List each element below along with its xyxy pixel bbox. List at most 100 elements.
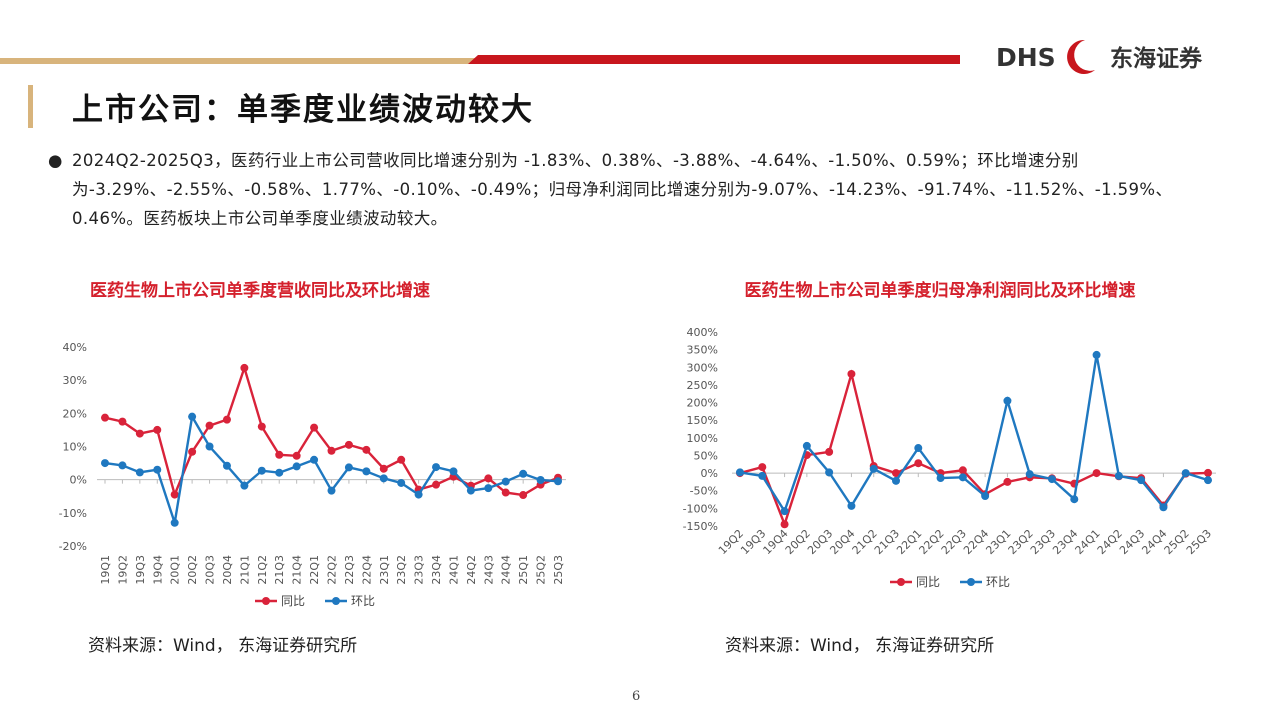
x-tick-label: 23Q3 — [413, 555, 426, 585]
x-tick-label: 25Q1 — [517, 555, 530, 585]
header-band-gold — [0, 58, 475, 64]
data-point — [1070, 495, 1079, 504]
data-point — [292, 462, 301, 471]
data-point — [1114, 471, 1123, 480]
page-number: 6 — [632, 689, 641, 704]
y-tick-label: 100% — [687, 432, 718, 445]
data-point — [958, 473, 967, 482]
logo-text: DHS — [996, 43, 1056, 72]
data-point — [914, 459, 923, 468]
data-point — [780, 520, 789, 529]
data-point — [170, 518, 179, 527]
y-tick-label: 10% — [63, 441, 87, 454]
title-bar — [28, 85, 33, 128]
data-point — [554, 477, 562, 486]
data-point — [379, 474, 388, 483]
y-tick-label: -150% — [683, 520, 718, 533]
chart-title: 医药生物上市公司单季度归母净利润同比及环比增速 — [745, 280, 1136, 301]
data-point — [758, 471, 767, 480]
y-tick-label: 400% — [687, 326, 718, 339]
data-point — [118, 417, 127, 426]
data-point — [327, 486, 336, 495]
data-point — [240, 363, 249, 372]
data-point — [536, 475, 545, 484]
x-tick-label: 19Q2 — [116, 555, 129, 585]
data-point — [501, 477, 510, 486]
data-point — [135, 429, 144, 438]
data-point — [958, 466, 967, 475]
data-point — [847, 369, 856, 378]
data-point — [449, 467, 458, 476]
data-point — [327, 446, 336, 455]
data-point — [825, 447, 834, 456]
x-tick-label: 22Q3 — [343, 555, 356, 585]
data-point — [257, 466, 266, 475]
y-tick-label: 350% — [687, 344, 718, 357]
data-point — [519, 469, 528, 478]
data-point — [310, 423, 319, 432]
data-point — [344, 463, 353, 472]
chart-source: 资料来源：Wind， 东海证券研究所 — [88, 636, 357, 656]
y-tick-label: 300% — [687, 361, 718, 374]
y-tick-label: -50% — [690, 485, 718, 498]
y-tick-label: -20% — [59, 540, 87, 553]
x-tick-label: 23Q2 — [395, 555, 408, 585]
x-tick-label: 25Q3 — [1184, 527, 1214, 557]
x-tick-label: 24Q3 — [482, 555, 495, 585]
series-line — [104, 413, 559, 524]
data-point — [188, 412, 197, 421]
y-tick-label: 150% — [687, 414, 718, 427]
chart-title: 医药生物上市公司单季度营收同比及环比增速 — [90, 280, 430, 301]
data-point — [257, 422, 266, 431]
data-point — [501, 488, 510, 497]
data-point — [466, 486, 475, 495]
data-point — [892, 476, 900, 485]
x-tick-label: 22Q1 — [308, 555, 321, 585]
x-tick-label: 23Q1 — [378, 555, 391, 585]
data-point — [825, 468, 834, 477]
data-point — [101, 459, 109, 468]
data-point — [1181, 469, 1190, 478]
legend-label: 同比 — [281, 594, 305, 608]
x-tick-label: 21Q2 — [256, 555, 269, 585]
series-line — [739, 354, 1209, 514]
data-point — [397, 455, 406, 464]
data-point — [981, 492, 990, 501]
chart-source: 资料来源：Wind， 东海证券研究所 — [725, 636, 994, 656]
data-point — [936, 474, 945, 483]
data-point — [1204, 476, 1212, 485]
data-point — [758, 463, 767, 472]
logo-name: 东海证券 — [1110, 45, 1203, 72]
header-band-red — [468, 55, 960, 64]
legend-label: 环比 — [351, 594, 375, 608]
data-point — [519, 491, 528, 500]
x-tick-label: 24Q2 — [465, 555, 478, 585]
data-point — [397, 478, 406, 487]
data-point — [153, 425, 162, 434]
data-point — [847, 501, 856, 510]
legend-marker — [262, 597, 270, 605]
data-point — [1159, 503, 1168, 512]
data-point — [222, 461, 231, 470]
data-point — [802, 441, 811, 450]
y-tick-label: 0% — [701, 467, 718, 480]
data-point — [414, 490, 423, 499]
data-point — [869, 464, 878, 473]
data-point — [1092, 469, 1101, 478]
y-tick-label: 30% — [63, 374, 87, 387]
data-point — [153, 465, 162, 474]
data-point — [362, 445, 371, 454]
slide-title: 上市公司：单季度业绩波动较大 — [72, 92, 534, 128]
data-point — [379, 464, 388, 473]
x-tick-label: 20Q3 — [204, 555, 217, 585]
x-tick-label: 21Q3 — [273, 555, 286, 585]
data-point — [432, 480, 441, 489]
data-point — [118, 461, 127, 470]
x-tick-label: 24Q4 — [500, 555, 513, 585]
data-point — [1092, 350, 1101, 359]
data-point — [222, 415, 231, 424]
data-point — [362, 467, 371, 476]
x-tick-label: 25Q2 — [535, 555, 548, 585]
